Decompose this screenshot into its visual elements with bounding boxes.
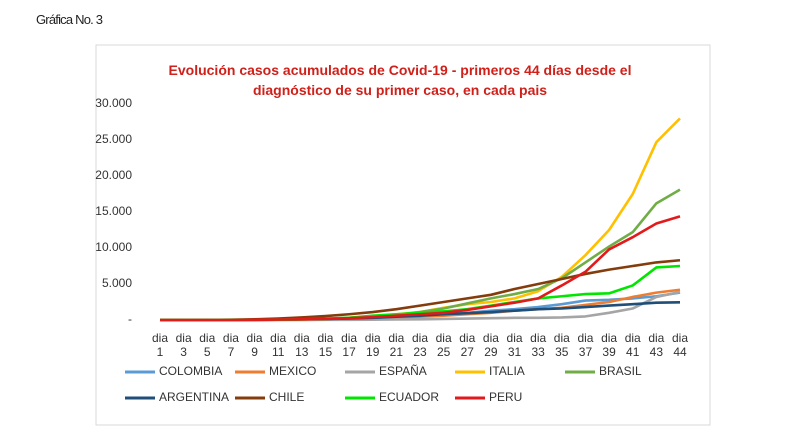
y-tick-label: 20.000 — [95, 168, 132, 182]
x-tick-label: dia 11 — [270, 331, 287, 359]
x-tick-label: dia 15 — [317, 331, 334, 359]
y-tick-label: 15.000 — [95, 204, 132, 218]
chart-frame — [95, 44, 711, 426]
series-line — [160, 215, 681, 322]
legend-label: ITALIA — [489, 364, 525, 378]
x-tick-label: dia 43 — [648, 331, 665, 359]
x-tick-label: dia 19 — [364, 331, 381, 359]
legend-label: PERU — [489, 390, 522, 404]
x-tick-label: dia 39 — [601, 331, 618, 359]
y-tick-label: 5.000 — [102, 276, 132, 290]
y-tick-label: - — [128, 312, 132, 326]
x-tick-label: dia 23 — [411, 331, 428, 359]
x-tick-label: dia 5 — [199, 331, 216, 359]
x-tick-label: dia 33 — [530, 331, 547, 359]
x-tick-label: dia 25 — [435, 331, 452, 359]
x-tick-label: dia 27 — [459, 331, 476, 359]
x-tick-label: dia 21 — [388, 331, 405, 359]
x-tick-label: dia 13 — [293, 331, 310, 359]
x-tick-label: dia 41 — [624, 331, 641, 359]
x-tick-label: dia 3 — [175, 331, 192, 359]
x-tick-label: dia 35 — [553, 331, 570, 359]
chart-title: Evolución casos acumulados de Covid-19 -… — [168, 62, 632, 98]
x-tick-label: dia 17 — [341, 331, 358, 359]
y-tick-label: 25.000 — [95, 132, 132, 146]
legend-label: ECUADOR — [379, 390, 439, 404]
x-tick-label: dia 29 — [482, 331, 499, 359]
y-tick-label: 10.000 — [95, 240, 132, 254]
legend-label: MEXICO — [269, 364, 316, 378]
legend-label: CHILE — [269, 390, 304, 404]
y-tick-label: 30.000 — [95, 96, 132, 110]
legend-label: BRASIL — [599, 364, 642, 378]
x-tick-label: dia 31 — [506, 331, 523, 359]
x-tick-label: dia 1 — [151, 331, 168, 359]
legend-label: ESPAÑA — [379, 364, 427, 378]
caption: Gráfica No. 3 — [36, 12, 103, 27]
x-tick-label: dia 9 — [246, 331, 263, 359]
legend-label: ARGENTINA — [159, 390, 229, 404]
x-tick-label: dia 44 — [671, 331, 688, 359]
legend-label: COLOMBIA — [159, 364, 222, 378]
x-tick-label: dia 7 — [222, 331, 239, 359]
x-tick-label: dia 37 — [577, 331, 594, 359]
